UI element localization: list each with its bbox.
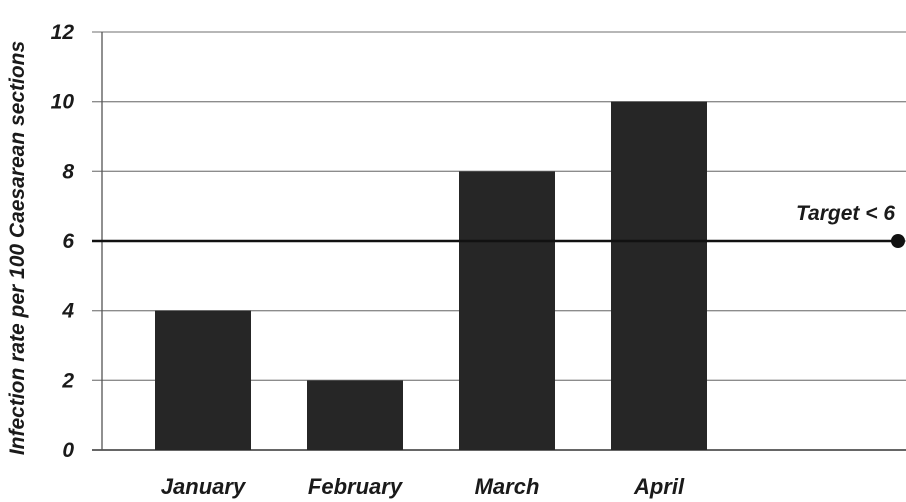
x-category-label: January [161,474,247,499]
bar-april [611,101,707,451]
y-tick-label: 8 [62,160,74,183]
x-category-label: February [308,474,404,499]
target-marker [891,234,905,248]
x-category-labels: January February March April [161,474,685,499]
y-tick-label: 4 [61,300,74,323]
y-tick-label: 0 [62,439,74,462]
y-axis-label: Infection rate per 100 Caesarean section… [6,41,29,455]
bar-january [155,310,251,450]
y-tick-label: 10 [51,91,75,114]
y-tick-label: 2 [61,369,74,392]
bar-february [307,380,403,450]
target-label: Target < 6 [796,202,895,225]
target-line-group: Target < 6 [92,202,905,248]
y-tick-labels: 0 2 4 6 8 10 12 [51,21,75,462]
x-category-label: April [633,474,685,499]
bar-march [459,171,555,451]
y-tick-label: 6 [62,230,74,253]
bars [155,101,707,451]
y-tick-label: 12 [51,21,75,44]
x-category-label: March [475,474,540,499]
